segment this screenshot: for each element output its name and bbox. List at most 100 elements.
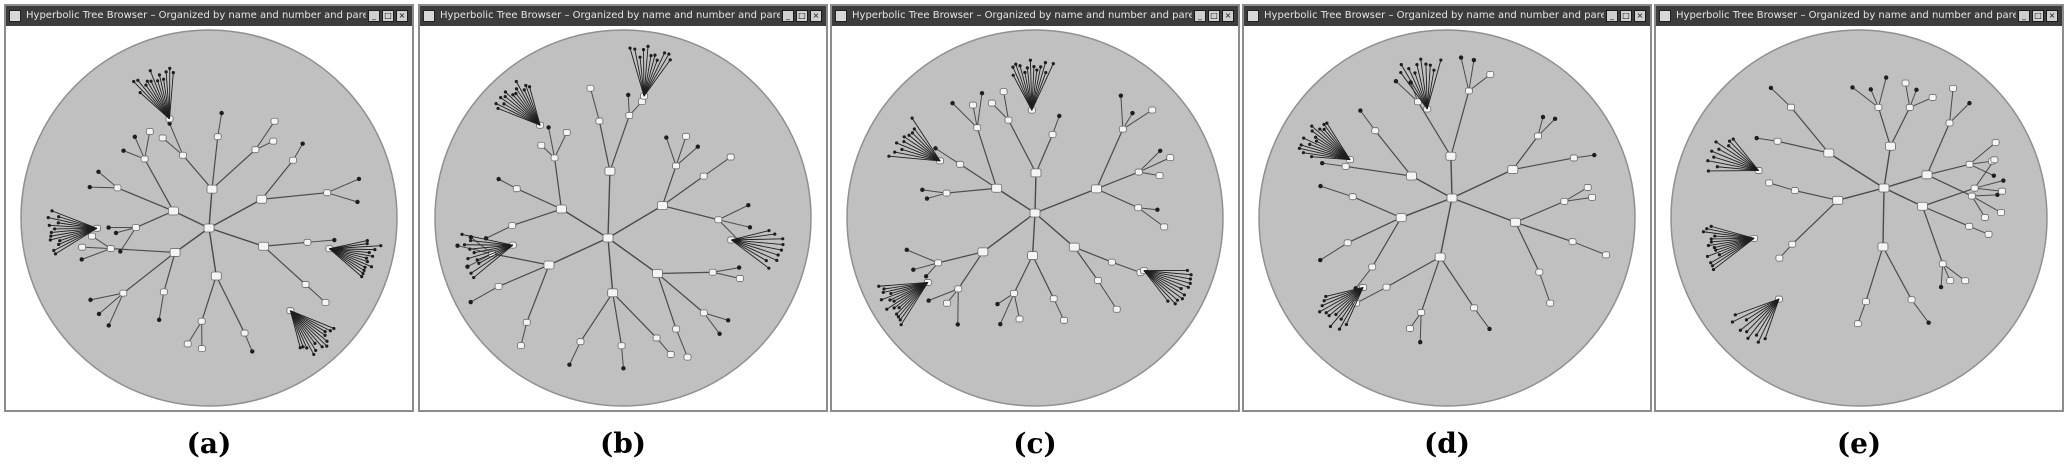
leaf-node[interactable] xyxy=(1592,152,1597,158)
tree-node[interactable] xyxy=(1588,193,1597,201)
leaf-node[interactable] xyxy=(773,232,777,236)
leaf-node[interactable] xyxy=(1709,224,1713,228)
leaf-node[interactable] xyxy=(1914,87,1919,93)
tree-node[interactable] xyxy=(179,151,187,159)
leaf-node[interactable] xyxy=(924,196,930,201)
leaf-node[interactable] xyxy=(496,176,501,182)
leaf-node[interactable] xyxy=(1325,121,1329,125)
leaf-node[interactable] xyxy=(325,339,329,343)
leaf-node[interactable] xyxy=(653,53,657,57)
leaf-node[interactable] xyxy=(1297,146,1302,150)
tree-node[interactable] xyxy=(934,259,943,267)
leaf-node[interactable] xyxy=(895,312,899,316)
leaf-node[interactable] xyxy=(1188,281,1192,285)
leaf-node[interactable] xyxy=(323,329,327,334)
leaf-node[interactable] xyxy=(1458,55,1464,60)
tree-node[interactable] xyxy=(672,325,681,333)
leaf-node[interactable] xyxy=(472,275,476,280)
leaf-node[interactable] xyxy=(1710,264,1715,268)
tree-node[interactable] xyxy=(1446,193,1458,203)
minimize-button[interactable]: _ xyxy=(368,10,380,22)
leaf-node[interactable] xyxy=(503,90,508,94)
leaf-node[interactable] xyxy=(50,209,54,213)
tree-node[interactable] xyxy=(1027,251,1038,260)
tree-node[interactable] xyxy=(1535,268,1544,276)
tree-node[interactable] xyxy=(1048,131,1057,138)
leaf-node[interactable] xyxy=(567,362,572,367)
tree-node[interactable] xyxy=(954,285,963,293)
leaf-node[interactable] xyxy=(776,253,780,257)
leaf-node[interactable] xyxy=(367,250,371,255)
leaf-node[interactable] xyxy=(1188,277,1193,281)
leaf-node[interactable] xyxy=(1991,173,1997,178)
tree-node[interactable] xyxy=(1583,184,1592,191)
leaf-node[interactable] xyxy=(1318,127,1322,131)
leaf-node[interactable] xyxy=(171,71,175,75)
leaf-node[interactable] xyxy=(1868,87,1874,92)
leaf-node[interactable] xyxy=(894,141,899,145)
leaf-node[interactable] xyxy=(1733,313,1737,317)
tree-node[interactable] xyxy=(1970,184,1979,192)
leaf-node[interactable] xyxy=(775,258,779,262)
tree-node[interactable] xyxy=(1928,94,1937,101)
hyperbolic-disk[interactable] xyxy=(1258,29,1636,407)
leaf-node[interactable] xyxy=(1310,129,1314,133)
leaf-node[interactable] xyxy=(494,101,498,106)
leaf-node[interactable] xyxy=(496,106,500,111)
tree-node[interactable] xyxy=(1368,263,1377,271)
tree-node[interactable] xyxy=(1160,223,1169,231)
tree-node[interactable] xyxy=(119,289,128,297)
tree-node[interactable] xyxy=(1470,304,1479,312)
window-menu-icon[interactable] xyxy=(1659,10,1671,22)
leaf-node[interactable] xyxy=(746,202,751,208)
leaf-node[interactable] xyxy=(923,274,929,279)
leaf-node[interactable] xyxy=(1763,337,1767,341)
tree-node[interactable] xyxy=(657,201,668,211)
tree-node[interactable] xyxy=(1787,103,1795,111)
tree-node[interactable] xyxy=(240,329,249,337)
title-bar[interactable]: Hyperbolic Tree Browser – Organized by n… xyxy=(1244,6,1650,26)
leaf-node[interactable] xyxy=(747,225,753,230)
leaf-node[interactable] xyxy=(1018,64,1022,68)
leaf-node[interactable] xyxy=(717,331,722,337)
tree-node[interactable] xyxy=(604,166,616,176)
leaf-node[interactable] xyxy=(305,346,309,350)
tree-node[interactable] xyxy=(1546,299,1555,307)
leaf-node[interactable] xyxy=(662,51,667,55)
window-menu-icon[interactable] xyxy=(423,10,435,22)
leaf-node[interactable] xyxy=(1710,149,1714,153)
leaf-node[interactable] xyxy=(1358,108,1363,113)
leaf-node[interactable] xyxy=(781,242,785,247)
leaf-node[interactable] xyxy=(1324,311,1328,315)
tree-node[interactable] xyxy=(1788,240,1797,248)
leaf-node[interactable] xyxy=(1023,70,1027,75)
leaf-node[interactable] xyxy=(301,345,305,349)
leaf-node[interactable] xyxy=(668,58,672,62)
leaf-node[interactable] xyxy=(48,238,52,242)
tree-node[interactable] xyxy=(1155,172,1164,180)
hyperbolic-disk[interactable] xyxy=(434,29,812,407)
leaf-node[interactable] xyxy=(365,238,369,243)
leaf-node[interactable] xyxy=(1712,155,1716,159)
leaf-node[interactable] xyxy=(950,100,955,106)
hyperbolic-view[interactable] xyxy=(832,26,1238,410)
tree-node[interactable] xyxy=(1965,160,1974,168)
tree-node[interactable] xyxy=(301,281,310,288)
leaf-node[interactable] xyxy=(1130,110,1135,116)
tree-node[interactable] xyxy=(1395,213,1407,222)
tree-node[interactable] xyxy=(1823,148,1835,158)
tree-node[interactable] xyxy=(1341,163,1350,170)
tree-node[interactable] xyxy=(1049,295,1058,303)
leaf-node[interactable] xyxy=(896,315,901,319)
leaf-node[interactable] xyxy=(1339,317,1343,321)
leaf-node[interactable] xyxy=(365,260,370,264)
tree-node[interactable] xyxy=(1945,119,1954,127)
leaf-node[interactable] xyxy=(1419,57,1423,61)
close-button[interactable]: × xyxy=(1222,10,1234,22)
leaf-node[interactable] xyxy=(138,91,142,95)
leaf-node[interactable] xyxy=(468,299,473,305)
leaf-node[interactable] xyxy=(879,298,884,302)
leaf-node[interactable] xyxy=(1714,140,1718,144)
leaf-node[interactable] xyxy=(1166,299,1170,303)
tree-node[interactable] xyxy=(556,204,567,214)
